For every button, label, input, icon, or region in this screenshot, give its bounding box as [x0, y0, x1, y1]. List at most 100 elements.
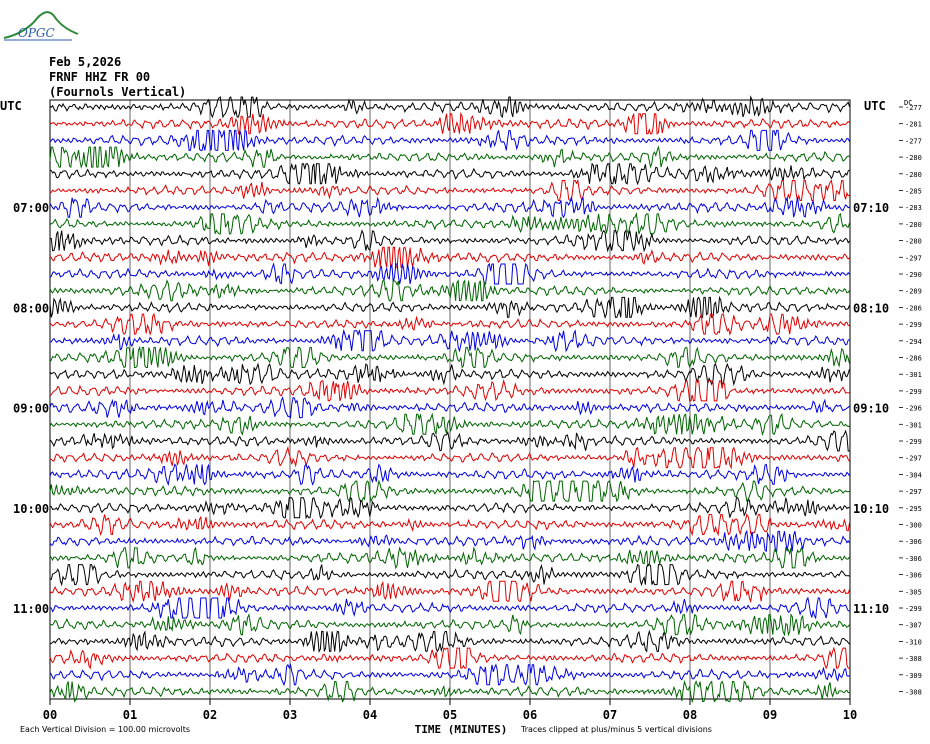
trace-line: [49, 479, 850, 503]
trace-line: [49, 396, 850, 419]
dc-offset-label: -295: [905, 505, 922, 513]
trace-line: [49, 445, 850, 470]
logo-mountain: [3, 11, 79, 39]
dc-offset-label: -299: [905, 321, 922, 329]
right-time-label: 10:10: [853, 502, 889, 516]
dc-offset-label: -277: [905, 104, 922, 112]
dc-offset-label: -300: [905, 522, 922, 530]
trace-line: [49, 295, 850, 320]
trace-line: [49, 212, 850, 236]
opgc-logo: [3, 11, 79, 41]
scale-note: Each Vertical Division = 100.00 microvol…: [20, 725, 191, 734]
right-time-label: 09:10: [853, 402, 889, 416]
trace-line: [49, 362, 850, 387]
x-tick-label: 02: [203, 708, 217, 722]
dc-offset-label: -283: [905, 204, 922, 212]
x-tick-label: 01: [123, 708, 137, 722]
plot-date: Feb 5,2026: [49, 55, 122, 69]
dc-offset-label: -308: [905, 689, 922, 697]
x-tick-label: 03: [283, 708, 297, 722]
trace-line: [49, 580, 850, 604]
trace-line: [49, 328, 850, 353]
dc-label: DC: [904, 99, 912, 107]
left-time-label: 08:00: [13, 301, 49, 315]
dc-offset-label: -299: [905, 438, 922, 446]
x-axis-label: TIME (MINUTES): [415, 723, 508, 736]
trace-line: [49, 111, 850, 136]
trace-line: [49, 412, 850, 437]
dc-offset-label: -308: [905, 655, 922, 663]
trace-line: [49, 312, 850, 336]
dc-offset-label: -301: [905, 371, 922, 379]
left-time-label: 09:00: [13, 402, 49, 416]
trace-line: [49, 546, 850, 570]
dc-offset-label: -290: [905, 271, 922, 279]
dc-offset-label: -306: [905, 555, 922, 563]
right-time-label: 11:10: [853, 602, 889, 616]
trace-line: [49, 529, 850, 553]
left-time-label: 11:00: [13, 602, 49, 616]
dc-offset-label: -310: [905, 638, 922, 646]
trace-line: [49, 178, 850, 203]
dc-offset-label: -301: [905, 421, 922, 429]
dc-offset-label: -297: [905, 254, 922, 262]
dc-offset-label: -286: [905, 304, 922, 312]
trace-line: [49, 513, 850, 537]
trace-line: [49, 229, 850, 253]
dc-offset-label: -306: [905, 572, 922, 580]
dc-offset-label: -305: [905, 588, 922, 596]
dc-offset-label: -306: [905, 538, 922, 546]
trace-line: [49, 95, 850, 119]
x-tick-label: 07: [603, 708, 617, 722]
dc-offset-label: -286: [905, 355, 922, 363]
trace-line: [49, 646, 850, 670]
dc-offset-label: -280: [905, 238, 922, 246]
dc-offset-label: -280: [905, 221, 922, 229]
trace-line: [49, 262, 850, 285]
trace-line: [49, 279, 850, 302]
left-time-label: 07:00: [13, 201, 49, 215]
trace-line: [49, 196, 850, 219]
dc-offset-label: -307: [905, 622, 922, 630]
x-tick-label: 08: [683, 708, 697, 722]
x-tick-label: 10: [843, 708, 857, 722]
right-time-label: 08:10: [853, 301, 889, 315]
dc-offset-label: -299: [905, 388, 922, 396]
trace-line: [49, 612, 850, 637]
dc-offset-label: -297: [905, 488, 922, 496]
x-tick-label: 04: [363, 708, 377, 722]
dc-offset-label: -289: [905, 288, 922, 296]
trace-line: [49, 629, 850, 654]
trace-line: [49, 663, 850, 687]
clip-note: Traces clipped at plus/minus 5 vertical …: [521, 725, 712, 734]
dc-offset-label: -309: [905, 672, 922, 680]
station-code: FRNF HHZ FR 00: [49, 70, 151, 84]
dc-offset-label: -299: [905, 605, 922, 613]
dc-offset-label: -280: [905, 154, 922, 162]
trace-line: [49, 563, 850, 587]
trace-line: [49, 463, 850, 487]
x-tick-label: 09: [763, 708, 777, 722]
utc-label-right: UTC: [864, 99, 886, 113]
dc-offset-label: -281: [905, 121, 922, 129]
trace-line: [49, 162, 850, 186]
dc-offset-label: -277: [905, 137, 922, 145]
trace-line: [49, 429, 850, 452]
x-tick-label: 00: [43, 708, 57, 722]
utc-label-left: UTC: [0, 99, 22, 113]
trace-line: [49, 129, 850, 151]
trace-line: [49, 246, 850, 268]
dc-offset-label: -304: [905, 471, 922, 479]
trace-line: [49, 345, 850, 369]
trace-line: [49, 378, 850, 402]
station-location: (Fournols Vertical): [49, 85, 187, 99]
trace-line: [49, 497, 850, 520]
left-time-label: 10:00: [13, 502, 49, 516]
dc-offset-label: -280: [905, 171, 922, 179]
trace-line: [49, 145, 850, 169]
x-tick-label: 06: [523, 708, 537, 722]
x-tick-label: 05: [443, 708, 457, 722]
trace-line: [49, 596, 850, 620]
dc-offset-label: -297: [905, 455, 922, 463]
